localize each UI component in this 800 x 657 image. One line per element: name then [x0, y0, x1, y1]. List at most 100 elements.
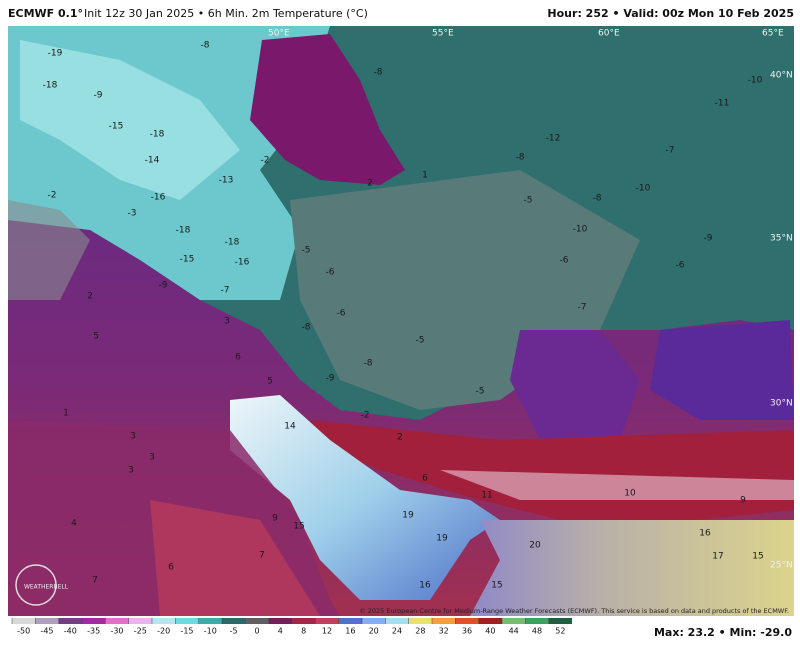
temperature-label: -15 — [109, 122, 124, 132]
colorbar-label: 28 — [415, 627, 425, 636]
colorbar-label: -50 — [17, 627, 30, 636]
temperature-label: -5 — [416, 336, 425, 346]
temperature-label: -13 — [219, 176, 234, 186]
temperature-label: 2 — [367, 179, 373, 189]
temperature-label: -10 — [748, 76, 763, 86]
temperature-label: -9 — [159, 281, 168, 291]
temperature-label: 3 — [224, 317, 230, 327]
stats: Max: 23.2 • Min: -29.0 — [654, 626, 792, 639]
colorbar-swatch — [58, 618, 82, 624]
temperature-label: -6 — [676, 261, 685, 271]
temperature-label: -8 — [201, 41, 210, 51]
temperature-label: -19 — [48, 49, 63, 59]
copyright: © 2025 European Centre for Medium-Range … — [359, 607, 789, 615]
temperature-label: 3 — [128, 466, 134, 476]
temperature-label: -2 — [48, 191, 57, 201]
colorbar-label: -30 — [110, 627, 123, 636]
colorbar-label: 12 — [322, 627, 332, 636]
temperature-label: 15 — [491, 581, 502, 591]
geo-label: 65°E — [762, 29, 784, 39]
colorbar-swatch — [338, 618, 362, 624]
temperature-label: 1 — [63, 409, 69, 419]
description: Init 12z 30 Jan 2025 • 6h Min. 2m Temper… — [84, 7, 368, 20]
geo-label: 40°N — [770, 71, 793, 81]
colorbar-swatch — [478, 618, 502, 624]
colorbar-swatch — [432, 618, 456, 624]
temperature-label: -7 — [221, 286, 230, 296]
header: ECMWF 0.1° Init 12z 30 Jan 2025 • 6h Min… — [8, 7, 794, 20]
temperature-label: -2 — [261, 156, 270, 166]
colorbar-swatch — [175, 618, 199, 624]
colorbar-label: 4 — [278, 627, 283, 636]
logo: WEATHERBELL — [24, 584, 69, 591]
colorbar: -50 -45 -40 -35 -30 -25 -20 -15 -10 -5 0 4 8 12 16 20 24… — [11, 618, 572, 636]
temperature-label: -15 — [180, 255, 195, 265]
temperature-label: -16 — [151, 193, 166, 203]
colorbar-label: 8 — [301, 627, 306, 636]
temperature-label: -8 — [374, 68, 383, 78]
temperature-label: -5 — [524, 196, 533, 206]
geo-label: 60°E — [598, 29, 620, 39]
temperature-label: 15 — [752, 552, 763, 562]
temperature-label: -8 — [302, 323, 311, 333]
temperature-label: -3 — [128, 209, 137, 219]
colorbar-swatch — [385, 618, 409, 624]
temperature-label: 1 — [422, 171, 428, 181]
colorbar-label: -45 — [40, 627, 53, 636]
colorbar-swatch — [152, 618, 176, 624]
colorbar-swatch — [362, 618, 386, 624]
colorbar-label: 24 — [392, 627, 402, 636]
temperature-label: 6 — [422, 474, 428, 484]
colorbar-swatch — [408, 618, 432, 624]
temperature-label: -10 — [636, 184, 651, 194]
colorbar-swatch — [35, 618, 59, 624]
temperature-label: -5 — [302, 246, 311, 256]
temperature-label: -18 — [43, 81, 58, 91]
temperature-label: -12 — [546, 134, 561, 144]
temperature-label: 2 — [397, 433, 403, 443]
colorbar-label: 32 — [439, 627, 449, 636]
colorbar-swatch — [548, 618, 572, 624]
temperature-label: 11 — [481, 491, 492, 501]
temperature-label: 2 — [87, 292, 93, 302]
temperature-label: -6 — [560, 256, 569, 266]
temperature-label: -14 — [145, 156, 160, 166]
colorbar-swatch — [455, 618, 479, 624]
colorbar-label: 40 — [485, 627, 495, 636]
temperature-label: 10 — [624, 489, 636, 499]
temperature-label: 19 — [436, 534, 448, 544]
temperature-label: 3 — [149, 453, 155, 463]
colorbar-label: -15 — [180, 627, 193, 636]
colorbar-label: -25 — [134, 627, 147, 636]
geo-label: 35°N — [770, 234, 793, 244]
colorbar-swatch — [198, 618, 222, 624]
temperature-label: 5 — [93, 332, 99, 342]
temperature-label: -10 — [573, 225, 588, 235]
temperature-label: 17 — [712, 552, 723, 562]
geo-label: 30°N — [770, 399, 793, 409]
colorbar-label: 36 — [462, 627, 472, 636]
colorbar-label: -35 — [87, 627, 100, 636]
temperature-label: -18 — [225, 238, 240, 248]
colorbar-swatch — [12, 618, 36, 624]
temperature-label: -8 — [516, 153, 525, 163]
colorbar-label: 20 — [369, 627, 379, 636]
temperature-label: 7 — [259, 551, 265, 561]
temperature-label: 5 — [267, 377, 273, 387]
temperature-label: 16 — [699, 529, 711, 539]
model-name: ECMWF 0.1° — [8, 7, 83, 20]
temperature-label: -2 — [361, 411, 370, 421]
colorbar-label: -20 — [157, 627, 170, 636]
colorbar-swatch — [292, 618, 316, 624]
temperature-label: 7 — [92, 576, 98, 586]
colorbar-swatch — [525, 618, 549, 624]
temperature-label: -7 — [578, 303, 587, 313]
geo-label: 55°E — [432, 29, 454, 39]
map-labels: 50°E 55°E 60°E 65°E 40°N 35°N 30°N 25°N -19 -18 -9… — [43, 29, 793, 591]
temperature-label: 4 — [71, 519, 77, 529]
temperature-label: -16 — [235, 258, 250, 268]
temperature-label: 16 — [419, 581, 431, 591]
temperature-label: 20 — [529, 541, 541, 551]
temperature-label: -9 — [326, 374, 335, 384]
temperature-label: 9 — [272, 514, 278, 524]
